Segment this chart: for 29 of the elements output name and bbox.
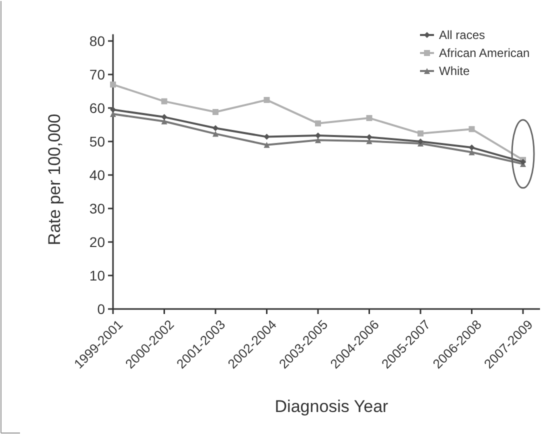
y-axis-title: Rate per 100,000 xyxy=(45,114,64,246)
point xyxy=(110,82,116,88)
y-tick-label: 10 xyxy=(89,267,106,284)
point xyxy=(315,132,321,138)
x-axis-title: Diagnosis Year xyxy=(274,397,389,416)
point xyxy=(264,142,270,148)
legend-label: White xyxy=(439,64,470,78)
y-tick-label: 50 xyxy=(89,133,106,150)
point xyxy=(366,115,372,122)
point xyxy=(161,98,168,104)
y-tick-label: 70 xyxy=(89,66,106,82)
y-tick-label: 60 xyxy=(89,100,106,116)
legend-label: All races xyxy=(439,28,486,42)
point xyxy=(468,144,475,151)
y-tick-label: 0 xyxy=(97,300,106,317)
point xyxy=(468,126,475,132)
y-tick-label: 80 xyxy=(89,32,106,49)
point xyxy=(418,130,424,136)
point xyxy=(110,106,116,113)
y-tick-label: 40 xyxy=(89,166,106,183)
legend-label: African American xyxy=(439,46,530,60)
point xyxy=(161,114,168,120)
y-tick-label: 30 xyxy=(89,200,106,216)
point xyxy=(212,109,218,116)
point xyxy=(212,130,218,137)
point xyxy=(212,125,218,132)
y-tick-label: 20 xyxy=(89,234,106,250)
point xyxy=(315,120,321,126)
point xyxy=(264,96,270,103)
